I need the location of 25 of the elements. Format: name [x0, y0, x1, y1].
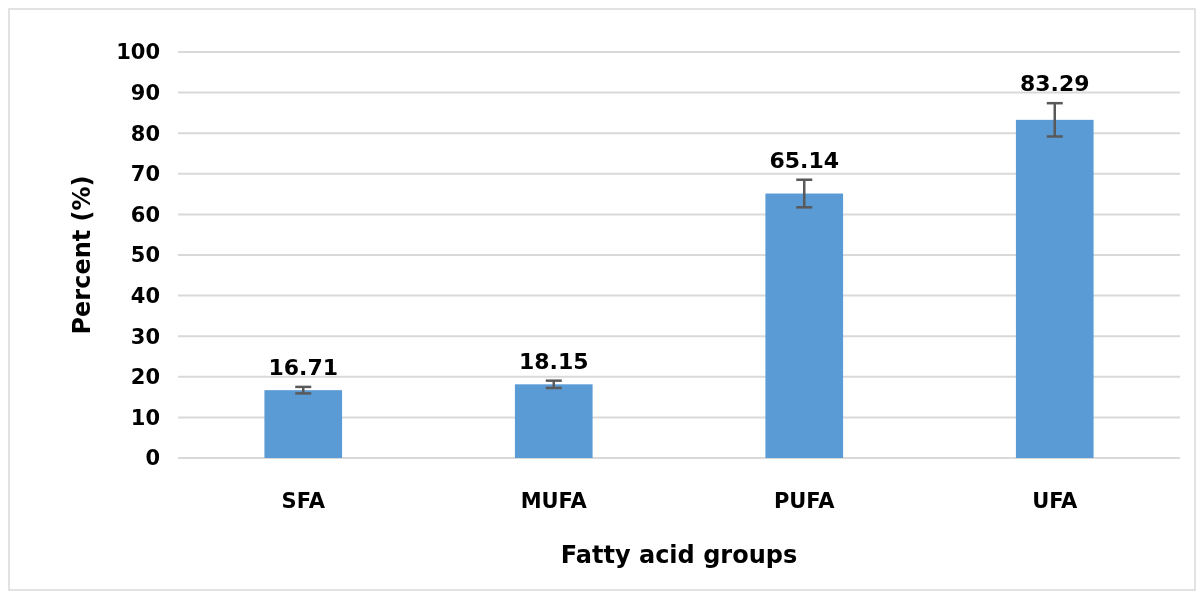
bar	[765, 193, 844, 458]
x-tick-label: SFA	[281, 489, 326, 513]
y-tick-label: 90	[130, 80, 160, 105]
y-tick-label: 20	[130, 365, 160, 390]
y-axis-title: Percent (%)	[68, 175, 96, 335]
x-tick-label: MUFA	[520, 489, 588, 513]
data-label: 18.15	[518, 348, 589, 374]
y-tick-label: 100	[116, 40, 160, 65]
data-label: 65.14	[769, 147, 840, 173]
bar	[1015, 119, 1094, 458]
x-axis-title: Fatty acid groups	[560, 541, 798, 569]
y-tick-label: 30	[130, 324, 160, 349]
bar	[514, 384, 593, 458]
y-tick-label: 50	[130, 243, 160, 268]
x-tick-label: UFA	[1032, 489, 1079, 513]
y-tick-label: 40	[130, 283, 160, 308]
data-label: 83.29	[1019, 71, 1090, 97]
y-tick-label: 0	[145, 446, 160, 471]
y-tick-label: 70	[130, 162, 160, 187]
data-label: 16.71	[268, 354, 339, 380]
y-tick-label: 10	[130, 405, 160, 430]
x-tick-label: PUFA	[773, 489, 836, 513]
y-tick-label: 80	[130, 121, 160, 146]
bar	[264, 390, 343, 458]
y-tick-label: 60	[130, 202, 160, 227]
